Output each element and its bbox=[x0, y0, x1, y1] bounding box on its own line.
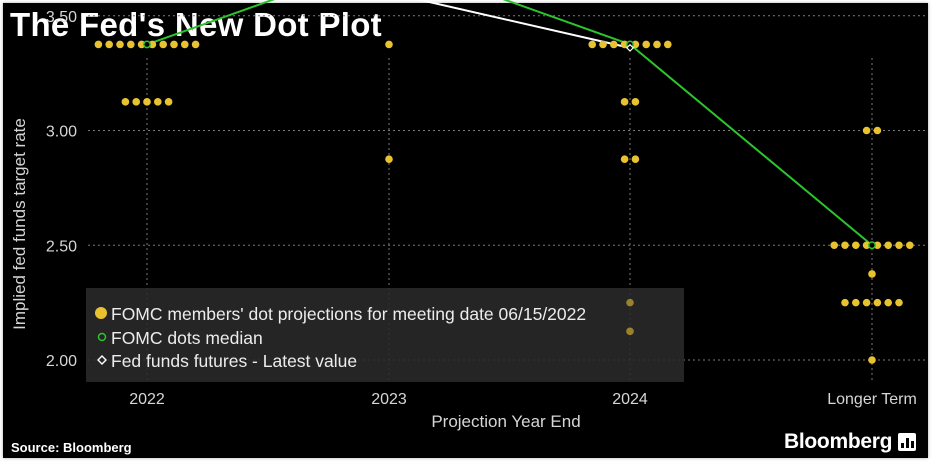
series-markers bbox=[143, 40, 876, 250]
dot-projection bbox=[884, 241, 892, 250]
dot-projection bbox=[620, 98, 629, 106]
dot-projection bbox=[191, 40, 200, 49]
dot-projection bbox=[631, 40, 640, 49]
dot-projection bbox=[862, 298, 871, 307]
dot-projection bbox=[94, 40, 103, 49]
y-tick-label: 3.00 bbox=[46, 124, 77, 141]
futures-point bbox=[625, 43, 635, 52]
dot-projection bbox=[653, 40, 661, 49]
dot-projection bbox=[132, 98, 140, 106]
legend-median-marker bbox=[97, 332, 107, 342]
dot-projection bbox=[154, 98, 162, 106]
dot-projection bbox=[868, 270, 876, 278]
bar-chart-icon bbox=[898, 433, 917, 451]
dot-projection bbox=[181, 40, 189, 49]
dot-projection bbox=[841, 241, 849, 250]
dot-projection bbox=[170, 40, 178, 49]
dot-projection bbox=[868, 356, 876, 364]
futures-line bbox=[416, 0, 631, 49]
dot-projection bbox=[852, 298, 860, 307]
y-tick-label: 2.00 bbox=[46, 353, 77, 370]
dot-projection bbox=[862, 126, 871, 135]
legend-dot-marker bbox=[95, 307, 107, 319]
dot-projection bbox=[873, 126, 882, 135]
legend-background bbox=[86, 288, 684, 382]
y-axis-label: Implied fed funds target rate bbox=[10, 118, 29, 330]
dot-projection bbox=[841, 298, 849, 307]
dot-projection bbox=[137, 40, 146, 49]
dot-projection bbox=[906, 241, 914, 250]
dot-projection bbox=[148, 40, 157, 49]
dot-projection bbox=[164, 98, 173, 106]
dot-projection bbox=[642, 40, 650, 49]
dot-projection bbox=[599, 40, 607, 49]
dot-projection bbox=[588, 40, 596, 49]
x-tick-label: 2023 bbox=[371, 391, 407, 408]
dot-projection bbox=[895, 298, 903, 307]
y-tick-label: 3.50 bbox=[46, 9, 77, 26]
median-point bbox=[868, 241, 876, 250]
dot-projection bbox=[626, 298, 634, 307]
dot-projection bbox=[664, 40, 672, 49]
dot-projection bbox=[121, 98, 130, 106]
dot-projection bbox=[620, 40, 629, 49]
x-tick-label: 2022 bbox=[129, 391, 165, 408]
source-note: Source: Bloomberg bbox=[11, 440, 132, 455]
dot-projection bbox=[620, 155, 629, 163]
dot-projection bbox=[884, 298, 892, 307]
dot-projection bbox=[105, 40, 113, 49]
series-lines bbox=[146, 0, 873, 247]
brand-logo: Bloomberg bbox=[784, 430, 917, 454]
dot-projection bbox=[116, 40, 124, 49]
median-line bbox=[146, 0, 873, 247]
x-axis-ticks: 2022 2023 2024 Longer Term bbox=[129, 391, 917, 408]
median-point bbox=[143, 40, 151, 49]
legend: FOMC members' dot projections for meetin… bbox=[86, 288, 684, 382]
legend-dot-projections: FOMC members' dot projections for meetin… bbox=[111, 304, 586, 324]
dot-projection bbox=[852, 241, 860, 250]
chart-frame bbox=[3, 3, 928, 458]
dot-projection bbox=[631, 98, 640, 106]
dot-projection bbox=[873, 241, 882, 250]
dot-projection bbox=[385, 155, 393, 163]
dot-projection bbox=[385, 40, 393, 49]
x-axis-label: Projection Year End bbox=[431, 412, 580, 431]
dot-projection bbox=[127, 40, 135, 49]
dot-projection bbox=[862, 241, 871, 250]
dot-projection bbox=[626, 327, 634, 336]
dot-projection bbox=[895, 241, 903, 250]
dot-projection bbox=[631, 155, 640, 163]
dot-projection bbox=[143, 98, 151, 106]
x-tick-label: 2024 bbox=[612, 391, 648, 408]
y-axis-ticks: 2.002.503.003.504.004.50 bbox=[46, 9, 77, 370]
legend-futures: Fed funds futures - Latest value bbox=[111, 351, 357, 371]
x-tick-label: Longer Term bbox=[827, 391, 917, 408]
dot-projection bbox=[830, 241, 838, 250]
dot-projection bbox=[159, 40, 167, 49]
dot-projection bbox=[873, 298, 882, 307]
legend-futures-marker bbox=[97, 355, 107, 365]
legend-median: FOMC dots median bbox=[111, 328, 263, 348]
dot-projections bbox=[94, 40, 914, 364]
brand-name: Bloomberg bbox=[784, 430, 893, 453]
y-tick-label: 2.50 bbox=[46, 238, 77, 255]
dot-projection bbox=[610, 40, 618, 49]
page-title: The Fed's New Dot Plot bbox=[10, 6, 382, 43]
